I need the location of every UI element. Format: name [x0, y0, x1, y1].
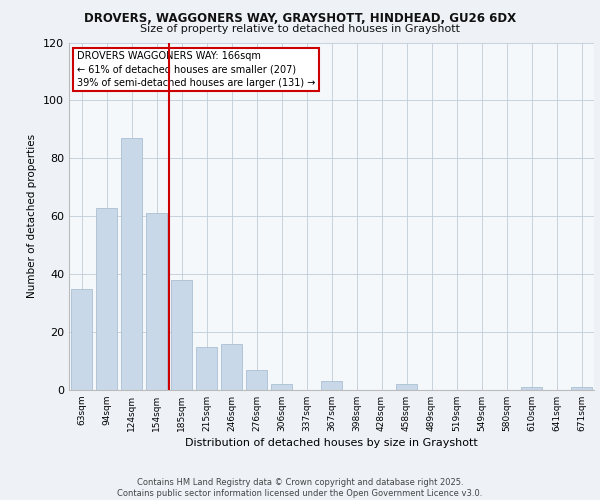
Bar [171, 280, 192, 390]
Text: DROVERS, WAGGONERS WAY, GRAYSHOTT, HINDHEAD, GU26 6DX: DROVERS, WAGGONERS WAY, GRAYSHOTT, HINDH… [84, 12, 516, 26]
Y-axis label: Number of detached properties: Number of detached properties [28, 134, 37, 298]
Bar [521, 387, 542, 390]
Text: DROVERS WAGGONERS WAY: 166sqm
← 61% of detached houses are smaller (207)
39% of : DROVERS WAGGONERS WAY: 166sqm ← 61% of d… [77, 51, 315, 88]
Bar [246, 370, 267, 390]
Bar [96, 208, 117, 390]
X-axis label: Distribution of detached houses by size in Grayshott: Distribution of detached houses by size … [185, 438, 478, 448]
Bar [196, 346, 217, 390]
Bar [571, 387, 592, 390]
Bar [321, 382, 342, 390]
Text: Contains HM Land Registry data © Crown copyright and database right 2025.
Contai: Contains HM Land Registry data © Crown c… [118, 478, 482, 498]
Bar [271, 384, 292, 390]
Bar [71, 288, 92, 390]
Bar [396, 384, 417, 390]
Bar [146, 214, 167, 390]
Bar [221, 344, 242, 390]
Bar [121, 138, 142, 390]
Text: Size of property relative to detached houses in Grayshott: Size of property relative to detached ho… [140, 24, 460, 34]
